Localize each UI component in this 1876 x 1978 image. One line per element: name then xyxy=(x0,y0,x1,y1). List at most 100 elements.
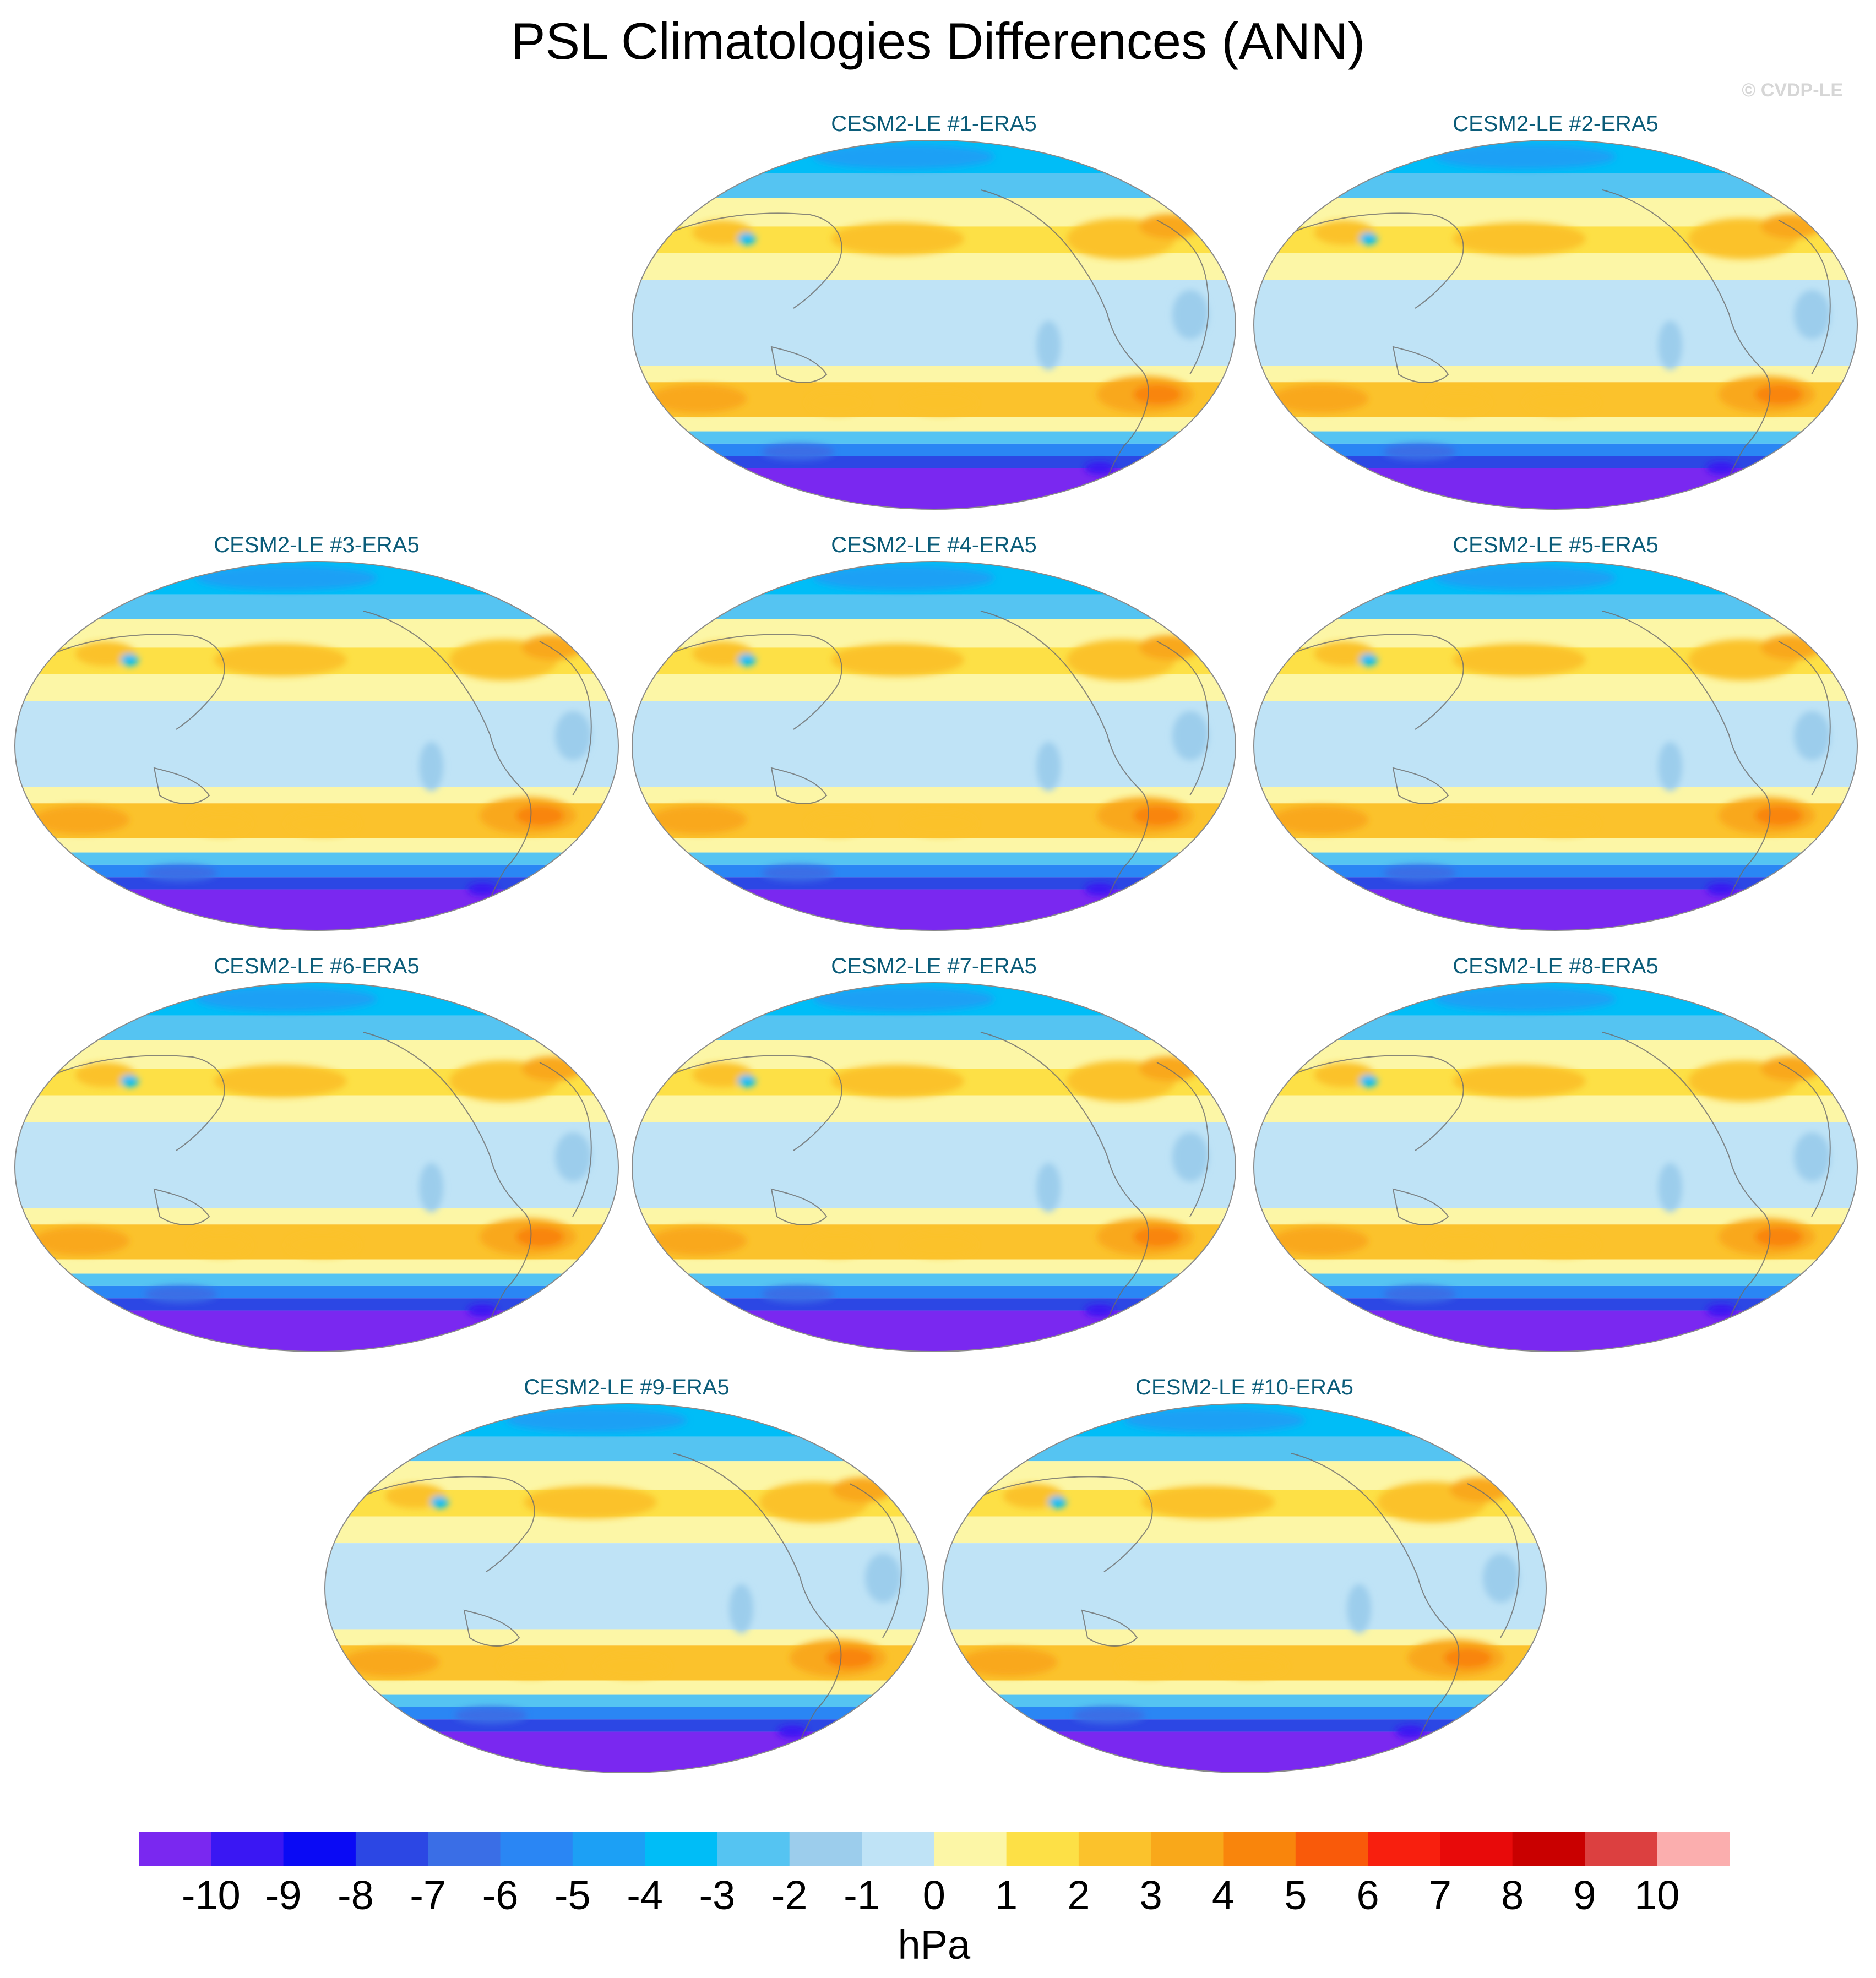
coastline xyxy=(1156,1062,1209,1217)
field-band xyxy=(943,1719,1546,1732)
colorbar-tick-label: 7 xyxy=(1429,1872,1451,1918)
map-panel: CESM2-LE #8-ERA5 xyxy=(1250,952,1861,1354)
field-band xyxy=(632,280,1236,366)
field-band xyxy=(1254,1310,1857,1352)
field-anomaly xyxy=(1271,805,1369,835)
field-band xyxy=(943,1707,1546,1720)
field-anomaly xyxy=(904,811,976,836)
field-anomaly xyxy=(1453,1064,1586,1098)
field-anomaly xyxy=(1172,290,1209,340)
coastline xyxy=(1602,1032,1771,1333)
field-band xyxy=(632,1015,1236,1040)
field-band xyxy=(1254,1122,1857,1208)
field-anomaly xyxy=(1123,1408,1305,1433)
field-anomaly xyxy=(1482,1553,1519,1603)
field-band xyxy=(632,838,1236,853)
colorbar-tick-label: 4 xyxy=(1212,1872,1235,1918)
field-band xyxy=(1254,889,1857,930)
field-anomaly xyxy=(1314,220,1375,245)
field-anomaly xyxy=(1359,232,1378,245)
field-anomaly xyxy=(1760,214,1821,239)
field-anomaly xyxy=(342,1647,440,1677)
field-band xyxy=(1254,1285,1857,1299)
coastline xyxy=(1282,212,1464,383)
colorbar-swatch xyxy=(428,1832,501,1866)
colorbar-tick-label: 5 xyxy=(1284,1872,1307,1918)
field-anomaly xyxy=(454,1707,528,1724)
field-anomaly xyxy=(1658,320,1683,370)
colorbar-tick-label: -4 xyxy=(627,1872,663,1918)
map-border xyxy=(942,1403,1547,1773)
field-anomaly xyxy=(1434,144,1616,170)
map-panel: CESM2-LE #1-ERA5 xyxy=(628,110,1239,512)
colorbar-swatch xyxy=(355,1832,428,1866)
field-anomaly xyxy=(214,1064,347,1098)
field-anomaly xyxy=(777,1725,808,1738)
field-anomaly xyxy=(1793,1132,1830,1182)
field-anomaly xyxy=(650,805,747,835)
map-border xyxy=(14,982,619,1352)
field-band xyxy=(15,852,618,865)
map-panel: CESM2-LE #9-ERA5 xyxy=(321,1374,932,1775)
field-anomaly xyxy=(1314,1062,1375,1087)
field-band xyxy=(1254,701,1857,787)
panel-title: CESM2-LE #9-ERA5 xyxy=(524,1375,730,1399)
field-anomaly xyxy=(692,641,753,666)
colorbar-tick-label: -6 xyxy=(482,1872,519,1918)
field-anomaly xyxy=(831,222,964,255)
field-anomaly xyxy=(650,384,747,413)
field-band xyxy=(632,594,1236,619)
map-plot xyxy=(632,561,1236,931)
field-band xyxy=(1254,864,1857,878)
colorbar-swatch xyxy=(1368,1832,1440,1866)
colorbar-tick-label: -9 xyxy=(265,1872,302,1918)
watermark: © CVDP-LE xyxy=(1742,80,1843,101)
colorbar-swatch xyxy=(862,1832,934,1866)
field-band xyxy=(15,594,618,619)
map-border xyxy=(1253,140,1858,510)
coastline xyxy=(363,611,532,912)
field-anomaly xyxy=(762,1285,835,1303)
field-anomaly xyxy=(1434,987,1616,1012)
colorbar-swatch xyxy=(211,1832,284,1866)
field-band xyxy=(632,1310,1236,1352)
field-anomaly xyxy=(1172,1132,1209,1182)
colorbar-swatch xyxy=(1295,1832,1368,1866)
field-anomaly xyxy=(1214,1654,1287,1679)
field-anomaly xyxy=(1048,1496,1067,1508)
colorbar-swatch xyxy=(789,1832,862,1866)
coastline xyxy=(1778,220,1831,375)
coastline xyxy=(1602,611,1771,912)
field-band xyxy=(15,1298,618,1311)
field-anomaly xyxy=(1754,384,1803,405)
colorbar-tick-label: 10 xyxy=(1634,1872,1679,1918)
colorbar-swatch xyxy=(139,1832,211,1866)
colorbar-tick-label: -8 xyxy=(338,1872,374,1918)
field-anomaly xyxy=(1383,443,1456,460)
field-anomaly xyxy=(1383,1285,1456,1303)
field-band xyxy=(15,1122,618,1208)
map-panel: CESM2-LE #4-ERA5 xyxy=(628,531,1239,933)
field-band xyxy=(1254,877,1857,890)
field-band xyxy=(943,1731,1546,1773)
field-anomaly xyxy=(189,811,251,836)
field-anomaly xyxy=(1658,742,1683,791)
field-anomaly xyxy=(904,390,976,415)
field-band xyxy=(1254,468,1857,509)
field-band xyxy=(1254,1273,1857,1286)
field-band xyxy=(15,877,618,890)
map-plot xyxy=(14,982,619,1352)
colorbar-swatch xyxy=(645,1832,717,1866)
field-band xyxy=(632,253,1236,280)
coastline xyxy=(980,1032,1149,1333)
field-anomaly xyxy=(32,805,130,835)
field-anomaly xyxy=(286,811,359,836)
coastline xyxy=(971,1476,1153,1647)
field-band xyxy=(1254,674,1857,701)
field-anomaly xyxy=(1453,222,1586,255)
field-anomaly xyxy=(32,1226,130,1256)
field-anomaly xyxy=(1139,1056,1200,1081)
field-anomaly xyxy=(385,1484,446,1508)
colorbar-swatch xyxy=(1512,1832,1585,1866)
field-anomaly xyxy=(1133,1226,1182,1247)
